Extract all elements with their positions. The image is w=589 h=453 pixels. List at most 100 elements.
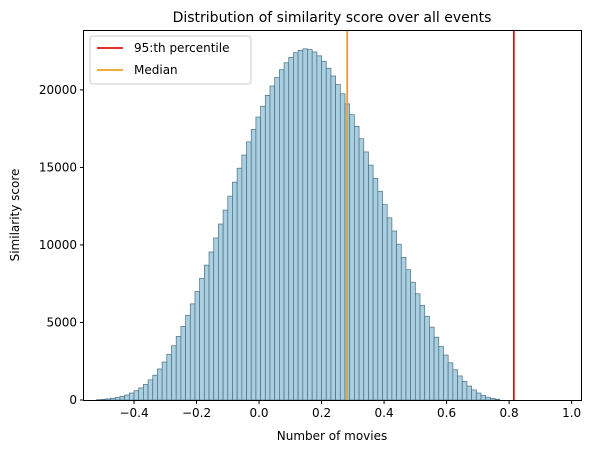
reference-lines-group xyxy=(346,31,515,400)
histogram-bar xyxy=(189,303,196,401)
y-tick-label: 15000 xyxy=(39,160,77,174)
histogram-bar xyxy=(316,55,322,401)
histogram-bar xyxy=(208,251,215,401)
histogram-bar xyxy=(133,390,140,401)
x-tick-label: 0.4 xyxy=(375,406,394,420)
x-tick-label: 0.6 xyxy=(437,406,456,420)
histogram-bar xyxy=(419,305,426,401)
histogram-bar xyxy=(414,293,421,401)
histogram-bar xyxy=(236,167,243,401)
y-axis-ticks: 0 5000 10000 15000 20000 xyxy=(39,83,84,407)
histogram-bar xyxy=(199,277,205,401)
histogram-bar xyxy=(246,141,252,401)
x-tick-label: −0.2 xyxy=(182,406,211,420)
histogram-bar xyxy=(447,362,454,401)
histogram-bar xyxy=(438,346,444,401)
histogram-bar xyxy=(124,394,130,401)
histogram-bar xyxy=(410,281,416,401)
histogram-bar xyxy=(485,396,491,401)
histogram-bar xyxy=(475,392,482,401)
histogram-bar xyxy=(429,326,435,401)
histogram-bar xyxy=(105,398,111,401)
histogram-bar xyxy=(302,48,308,401)
histogram-bar xyxy=(307,49,313,401)
histogram-bar xyxy=(250,129,257,401)
histogram-bar xyxy=(147,379,154,401)
histogram-bar xyxy=(180,326,186,401)
histogram-bar xyxy=(218,223,224,401)
histogram-bar xyxy=(100,399,107,401)
histogram-bar xyxy=(386,217,393,401)
histogram-bar xyxy=(194,291,201,401)
y-tick-label: 10000 xyxy=(39,238,77,252)
y-tick-label: 5000 xyxy=(46,315,77,329)
y-axis-title: Similarity score xyxy=(8,169,22,262)
legend-label-percentile: 95:th percentile xyxy=(134,41,229,55)
x-axis-title: Number of movies xyxy=(277,429,388,443)
histogram-bar xyxy=(363,151,369,401)
histogram-bar xyxy=(293,52,299,401)
histogram-bar xyxy=(264,94,271,401)
histogram-bar xyxy=(452,369,458,401)
legend: 95:th percentile Median xyxy=(89,35,252,85)
x-axis-ticks: −0.4 −0.2 0.0 0.2 0.4 0.6 0.8 1.0 xyxy=(119,400,581,420)
histogram-bar xyxy=(335,84,341,401)
histogram-bar xyxy=(480,395,487,401)
histogram-bar xyxy=(433,336,440,401)
histogram-bar xyxy=(321,60,327,401)
histogram-bar xyxy=(175,336,182,401)
histogram-bar xyxy=(166,353,172,401)
x-tick-label: 0.8 xyxy=(500,406,519,420)
histogram-bar xyxy=(377,191,383,401)
y-tick-label: 20000 xyxy=(39,83,77,97)
histogram-bar xyxy=(222,209,229,401)
histogram-bar xyxy=(128,392,135,401)
histogram-bar xyxy=(494,398,501,401)
histogram-bar xyxy=(443,354,449,401)
histogram-bar xyxy=(405,269,411,401)
histogram-bar xyxy=(288,57,294,401)
plot-frame xyxy=(83,30,582,401)
histogram-bar xyxy=(110,397,116,401)
histogram-bar xyxy=(260,105,266,401)
chart-title: Distribution of similarity score over al… xyxy=(173,10,492,26)
histogram-bar xyxy=(396,243,402,401)
histogram-bar xyxy=(232,181,238,401)
histogram-bar xyxy=(203,264,210,401)
histogram-bar xyxy=(143,384,149,401)
histogram-bar xyxy=(297,50,304,401)
histogram-bar xyxy=(241,154,247,401)
histogram-bar xyxy=(358,138,365,401)
histogram-bar xyxy=(461,381,468,401)
histogram-bar xyxy=(255,116,261,401)
histogram-bar xyxy=(157,368,163,401)
x-tick-label: 1.0 xyxy=(562,406,581,420)
histogram-bar xyxy=(311,51,318,401)
histogram-bar xyxy=(227,195,233,401)
bars-group xyxy=(96,48,501,401)
histogram-bar xyxy=(213,237,219,401)
histogram-bar xyxy=(349,114,355,401)
histogram-bar xyxy=(424,315,430,401)
histogram-bar xyxy=(372,177,379,401)
histogram-bar xyxy=(466,385,472,401)
histogram-bar xyxy=(283,62,290,401)
histogram-bar xyxy=(171,345,177,401)
x-tick-label: 0.0 xyxy=(249,406,268,420)
histogram-bar xyxy=(274,77,280,401)
histogram-bar xyxy=(400,257,407,401)
histogram-bar xyxy=(382,204,388,401)
histogram-bar xyxy=(138,387,144,401)
histogram-bar xyxy=(161,361,168,401)
histogram-bar xyxy=(354,125,360,401)
histogram-bar xyxy=(114,397,121,401)
histogram-bar xyxy=(325,67,332,401)
histogram-bar xyxy=(368,164,374,401)
histogram-bar xyxy=(279,69,285,401)
histogram-bar xyxy=(185,315,191,401)
histogram-bar xyxy=(457,375,463,401)
legend-box xyxy=(89,35,252,85)
x-tick-label: 0.2 xyxy=(312,406,331,420)
histogram-bar xyxy=(471,389,477,401)
